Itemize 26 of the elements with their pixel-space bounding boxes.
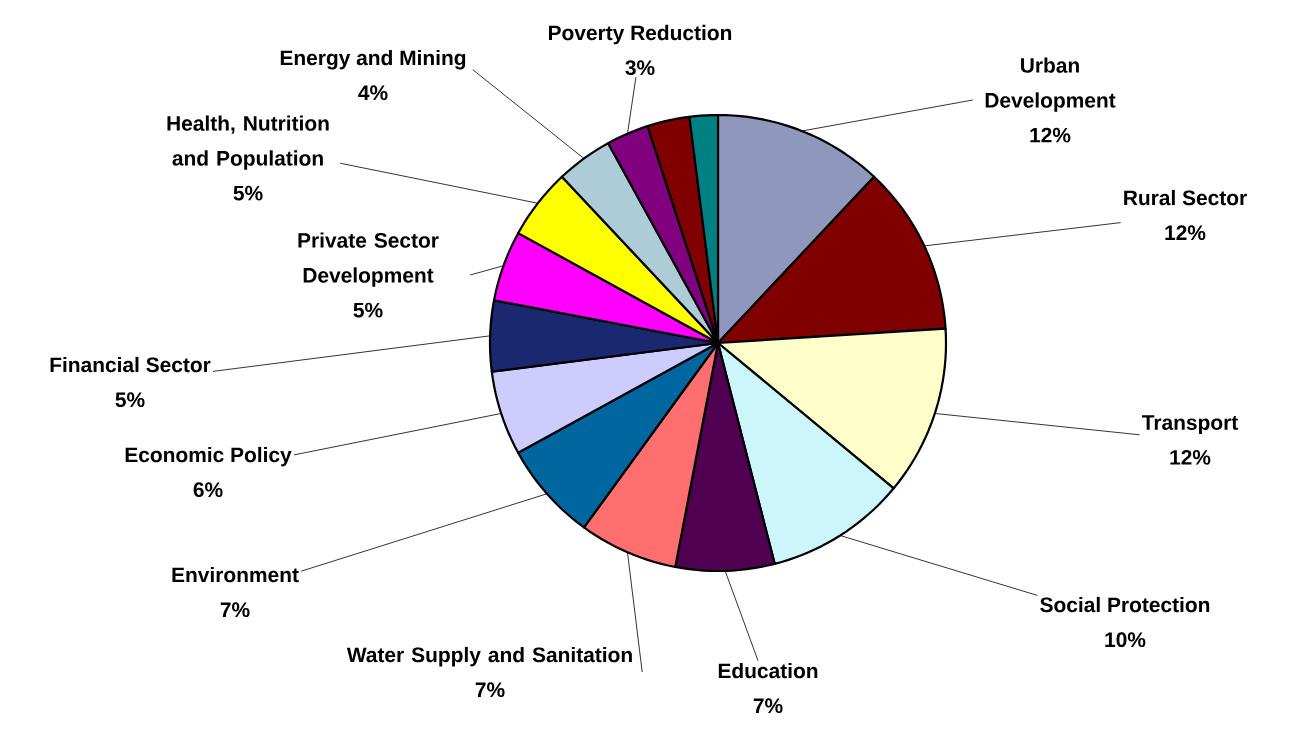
- data-label: 7%: [220, 602, 250, 618]
- data-label: 12%: [1165, 225, 1206, 241]
- data-label: 5%: [233, 185, 263, 201]
- slice-label: Financial Sector: [50, 356, 211, 373]
- slice-label: Transport: [1141, 415, 1238, 435]
- slice-label: Social Protection: [1040, 596, 1210, 613]
- slice-label: Health, Nutrition and Population: [167, 115, 329, 170]
- slice-label: Environment: [172, 566, 299, 583]
- data-label: 5%: [115, 392, 145, 408]
- data-label: 4%: [358, 85, 388, 101]
- data-label: 6%: [193, 482, 223, 498]
- data-label: 7%: [475, 682, 505, 698]
- data-label: 5%: [353, 302, 383, 318]
- data-label: 3%: [625, 60, 655, 76]
- slice-label: Education: [718, 662, 818, 679]
- slice-label: Urban Development: [985, 57, 1116, 112]
- data-label: 12%: [1170, 449, 1211, 465]
- data-label: 10%: [1105, 632, 1146, 648]
- legend-label: Private Sector Development: [298, 232, 439, 287]
- slice-label: Rural Sector: [1124, 189, 1247, 206]
- slice-label: Energy and Mining: [280, 49, 466, 70]
- slice-label: Water Supply and Sanitation: [346, 646, 632, 667]
- slice-label: Poverty Reduction: [548, 24, 732, 45]
- data-label: 12%: [1030, 127, 1071, 143]
- slice-label: Economic Policy: [125, 446, 292, 467]
- data-label: 7%: [753, 698, 783, 714]
